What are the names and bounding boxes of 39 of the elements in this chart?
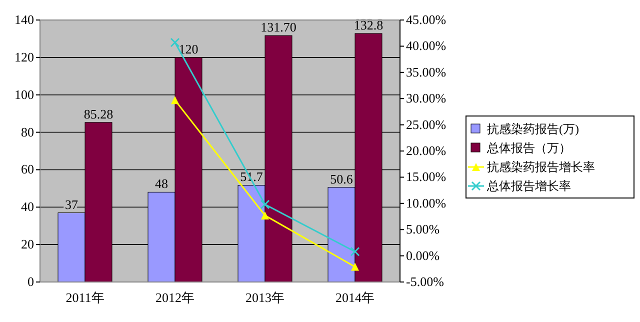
y-tick-label: 80: [21, 124, 34, 140]
point: [170, 38, 180, 48]
x-tick-label: 2013年: [246, 290, 284, 305]
x-tick-label: 2014年: [336, 290, 374, 305]
point: [260, 200, 270, 210]
point: [351, 262, 359, 271]
point: [261, 211, 269, 220]
x-tick-label: 2012年: [156, 290, 194, 305]
y-tick-label: 120: [14, 49, 34, 64]
y2-tick-label: 40.00%: [406, 38, 446, 54]
data-label: 50.6: [330, 171, 354, 186]
y-tick-label: 100: [14, 86, 34, 102]
point: [350, 246, 360, 256]
data-label: 120: [178, 41, 198, 56]
legend-label: 抗感染药报告增长率: [487, 160, 595, 174]
data-label: 48: [155, 176, 168, 192]
legend-label: 抗感染药报告(万): [487, 122, 579, 136]
y2-tick-label: 30.00%: [406, 90, 446, 106]
y-tick-label: 0: [28, 274, 34, 289]
y-tick-label: 140: [14, 12, 34, 27]
y2-tick-label: 10.00%: [406, 195, 446, 210]
y2-tick-label: 0.00%: [406, 248, 440, 263]
data-label: 85.28: [84, 106, 114, 122]
y-tick-label: 20: [21, 236, 34, 252]
y2-tick-label: 5.00%: [406, 222, 440, 237]
y2-tick-label: 45.00%: [406, 12, 446, 27]
y2-tick-label: -5.00%: [406, 274, 444, 289]
y2-tick-label: 25.00%: [406, 116, 446, 132]
y-tick-label: 40: [21, 199, 34, 214]
data-label: 132.8: [354, 17, 384, 32]
legend-label: 总体报告增长率: [486, 179, 571, 193]
x-tick-label: 2011年: [66, 290, 104, 305]
y2-tick-label: 15.00%: [406, 169, 446, 184]
legend-label: 总体报告（万）: [486, 141, 571, 155]
data-label: 131.70: [260, 20, 296, 35]
y2-tick-label: 20.00%: [406, 143, 446, 158]
y-tick-label: 60: [21, 162, 34, 177]
y2-tick-label: 35.00%: [406, 64, 446, 80]
point: [171, 96, 179, 104]
